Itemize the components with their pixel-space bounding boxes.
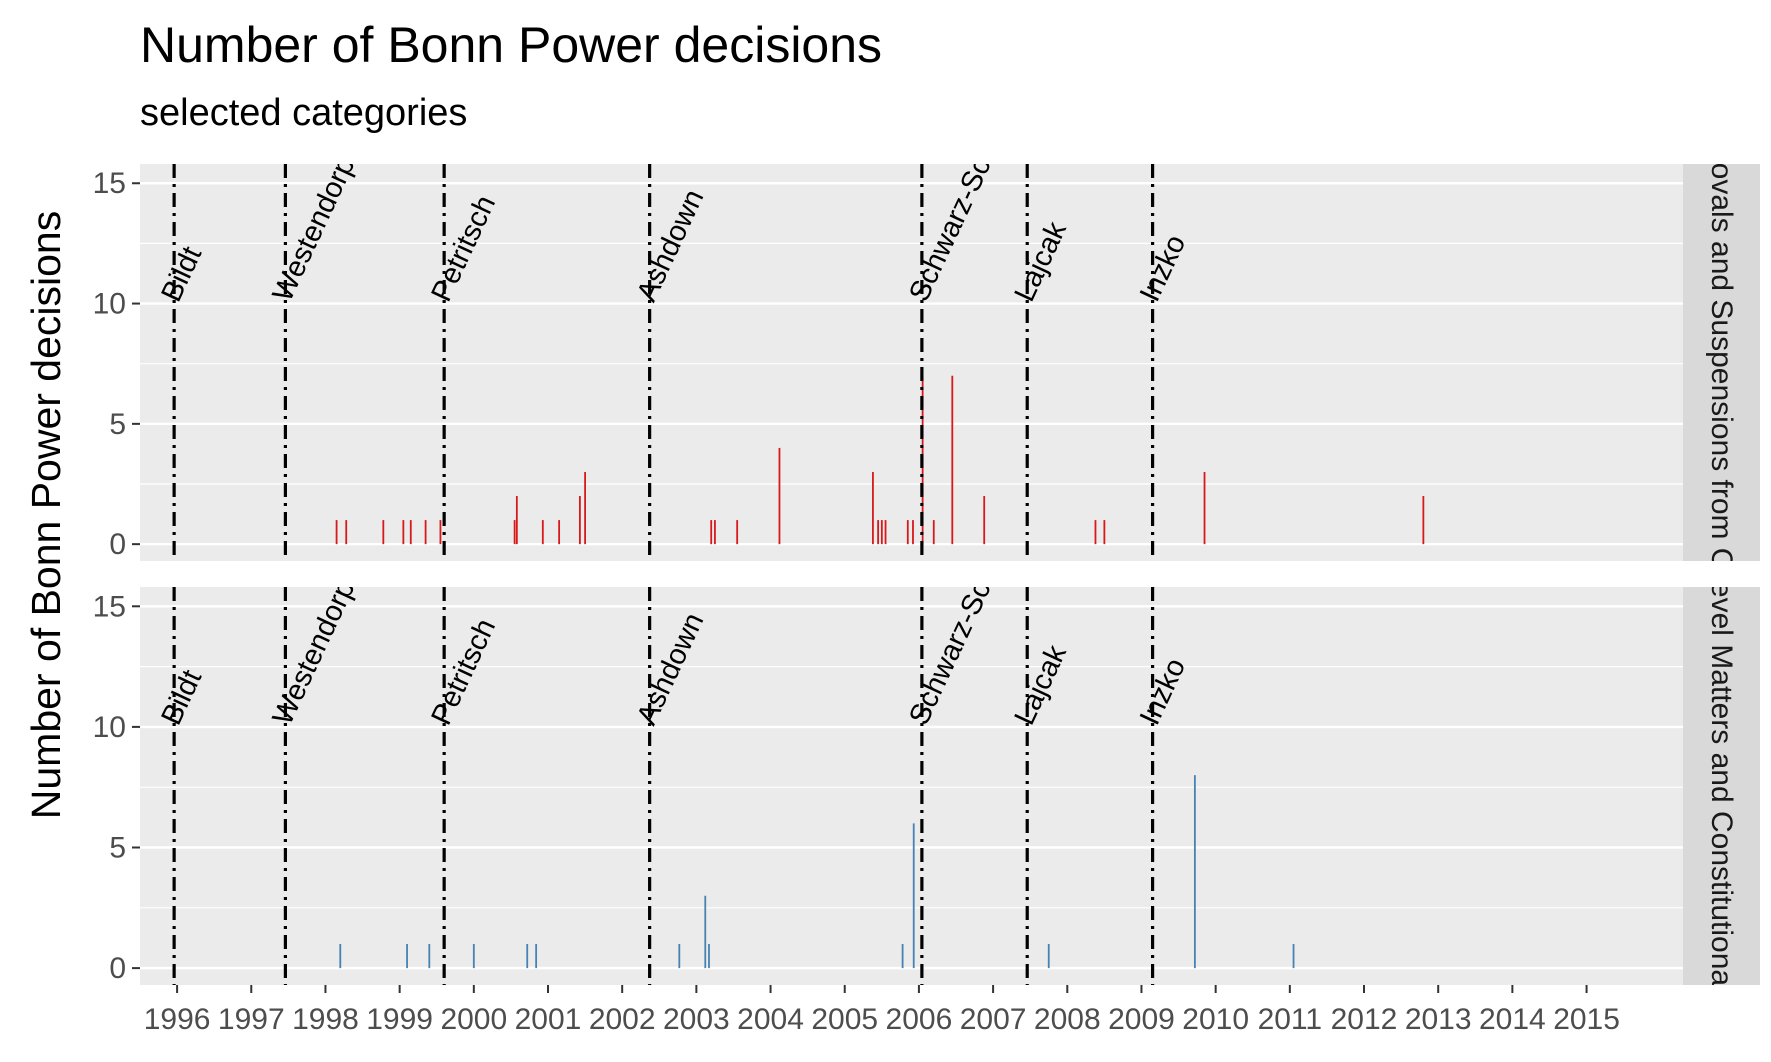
facet-strip-clip: State-Level Matters and Constitutional I… — [1705, 484, 1738, 1062]
bar — [912, 823, 915, 969]
y-tick-label: 5 — [109, 832, 126, 865]
bar — [983, 496, 986, 545]
x-tick-label: 1998 — [292, 1003, 359, 1036]
x-tick-label: 2009 — [1108, 1003, 1175, 1036]
bar — [1422, 496, 1425, 545]
x-tick-label: 2007 — [960, 1003, 1027, 1036]
bar — [1203, 471, 1206, 545]
y-tick-label: 0 — [109, 952, 126, 985]
bar — [704, 895, 707, 969]
bar — [714, 520, 716, 545]
facet-strip-label: Removals and Suspensions from Office — [1705, 99, 1738, 625]
x-tick-label: 1996 — [144, 1003, 211, 1036]
bar — [1094, 520, 1097, 545]
bar — [541, 520, 544, 545]
bar — [906, 520, 909, 545]
bar — [778, 447, 781, 545]
x-tick-label: 2005 — [811, 1003, 878, 1036]
bar — [1193, 775, 1196, 969]
y-tick-label: 0 — [109, 528, 126, 561]
bar — [402, 520, 405, 545]
x-tick-label: 2004 — [737, 1003, 804, 1036]
bar — [932, 520, 935, 545]
bar — [880, 520, 883, 545]
x-tick-label: 2002 — [589, 1003, 656, 1036]
bar — [678, 943, 681, 969]
bar — [535, 943, 538, 969]
x-tick-label: 2008 — [1034, 1003, 1101, 1036]
bar — [951, 375, 954, 545]
x-tick-label: 2012 — [1331, 1003, 1398, 1036]
bar — [406, 943, 408, 969]
y-tick-label: 5 — [109, 408, 126, 441]
bar — [335, 520, 338, 545]
bar — [339, 943, 342, 969]
bar — [382, 520, 385, 545]
x-tick-label: 2010 — [1182, 1003, 1249, 1036]
panel-background — [140, 587, 1683, 985]
bar — [872, 471, 874, 545]
x-tick-label: 2013 — [1405, 1003, 1472, 1036]
bar — [345, 520, 348, 545]
panel-background — [140, 164, 1683, 561]
bar — [708, 943, 710, 969]
x-tick-label: 1999 — [366, 1003, 433, 1036]
bar — [439, 520, 442, 545]
x-tick-label: 1997 — [218, 1003, 285, 1036]
x-tick-label: 2001 — [515, 1003, 582, 1036]
bar — [1292, 943, 1295, 969]
bar — [526, 943, 529, 969]
bar — [515, 496, 518, 545]
x-tick-label: 2011 — [1258, 1003, 1323, 1036]
facet-strip — [1683, 587, 1760, 985]
bar — [901, 943, 904, 969]
bar — [472, 943, 475, 969]
bar — [584, 471, 586, 545]
bar — [736, 520, 739, 545]
chart-subtitle: selected categories — [140, 92, 468, 134]
bar — [513, 520, 516, 545]
y-tick-label: 15 — [93, 167, 126, 200]
facet-strip-clip: Removals and Suspensions from Office — [1705, 99, 1738, 625]
bar — [1047, 943, 1050, 969]
bar — [579, 496, 581, 545]
y-axis-label: Number of Bonn Power decisions — [23, 211, 69, 819]
y-tick-label: 10 — [93, 288, 126, 321]
bar — [409, 520, 412, 545]
bar — [1103, 520, 1106, 545]
x-tick-label: 2014 — [1479, 1003, 1546, 1036]
bar — [877, 520, 880, 545]
chart-title: Number of Bonn Power decisions — [140, 17, 883, 73]
bar — [424, 520, 427, 545]
facet-strip — [1683, 164, 1760, 561]
x-tick-label: 2003 — [663, 1003, 730, 1036]
x-tick-label: 2015 — [1553, 1003, 1620, 1036]
y-tick-label: 15 — [93, 590, 126, 623]
bar — [884, 520, 887, 545]
facet-strip-label: State-Level Matters and Constitutional I… — [1705, 484, 1738, 1062]
y-tick-label: 10 — [93, 711, 126, 744]
x-tick-label: 2006 — [886, 1003, 953, 1036]
bar — [428, 943, 431, 969]
bar — [710, 520, 713, 545]
bar — [912, 520, 914, 545]
bar — [558, 520, 561, 545]
x-tick-label: 2000 — [440, 1003, 507, 1036]
